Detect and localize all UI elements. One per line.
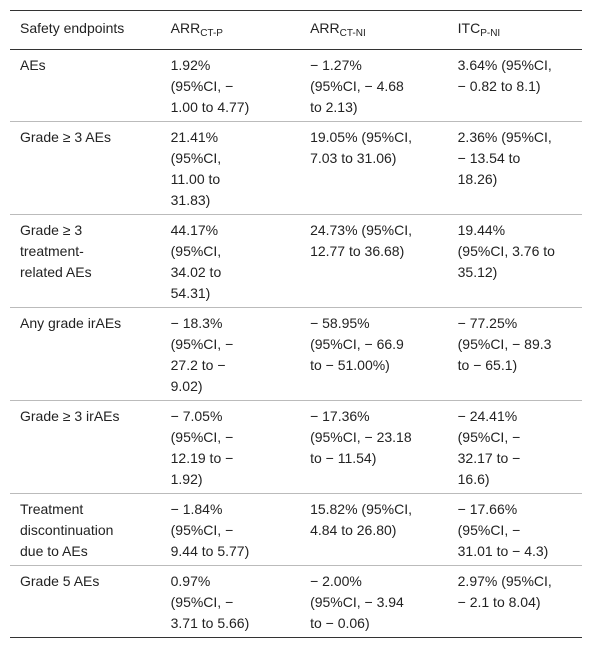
header-cell: ITCP-NI <box>447 10 582 50</box>
cell-text: − 17.36% (95%CI, − 23.18 to − 11.54) <box>310 408 412 466</box>
header-subscript: CT-NI <box>339 28 366 39</box>
row-label: AEs <box>10 50 161 122</box>
cell-text: − 18.3% (95%CI, − 27.2 to − 9.02) <box>170 315 234 394</box>
cell-text: 19.05% (95%CI, 7.03 to 31.06) <box>310 129 413 166</box>
cell-text: − 1.84% (95%CI, − 9.44 to 5.77) <box>170 501 250 559</box>
table-row: Grade 5 AEs 0.97% (95%CI, − 3.71 to 5.66)… <box>10 566 582 638</box>
cell-text: 0.97% (95%CI, − 3.71 to 5.66) <box>170 573 250 631</box>
header-cell: ARRCT-NI <box>300 10 448 50</box>
cell-text: − 1.27% (95%CI, − 4.68 to 2.13) <box>310 57 404 115</box>
cell-text: AEs <box>20 57 46 73</box>
table-row: Grade ≥ 3 treatment-related AEs 44.17% (9… <box>10 215 582 308</box>
table-cell: − 77.25% (95%CI, − 89.3 to − 65.1) <box>448 308 582 401</box>
table-row: Any grade irAEs − 18.3% (95%CI, − 27.2 to… <box>10 308 582 401</box>
header-subscript: CT-P <box>200 28 223 39</box>
table-body: AEs 1.92% (95%CI, − 1.00 to 4.77) − 1.27% … <box>10 50 582 638</box>
cell-text: − 58.95% (95%CI, − 66.9 to − 51.00%) <box>310 315 404 373</box>
table-cell: − 24.41% (95%CI, − 32.17 to − 16.6) <box>448 401 582 494</box>
table-row: Treatment discontinuation due to AEs − 1.… <box>10 494 582 566</box>
table-row: AEs 1.92% (95%CI, − 1.00 to 4.77) − 1.27% … <box>10 50 582 122</box>
table-cell: 24.73% (95%CI, 12.77 to 36.68) <box>300 215 448 308</box>
table-cell: − 1.27% (95%CI, − 4.68 to 2.13) <box>300 50 448 122</box>
cell-text: Any grade irAEs <box>20 315 122 331</box>
header-subscript: P-NI <box>480 28 501 39</box>
cell-text: 3.64% (95%CI, − 0.82 to 8.1) <box>457 57 552 94</box>
row-label: Any grade irAEs <box>10 308 161 401</box>
table-cell: − 58.95% (95%CI, − 66.9 to − 51.00%) <box>300 308 448 401</box>
table-cell: − 17.66% (95%CI, − 31.01 to − 4.3) <box>448 494 582 566</box>
cell-text: 21.41% (95%CI, 11.00 to 31.83) <box>170 129 222 208</box>
row-label: Grade ≥ 3 irAEs <box>10 401 161 494</box>
cell-text: − 2.00% (95%CI, − 3.94 to − 0.06) <box>310 573 404 631</box>
cell-text: 24.73% (95%CI, 12.77 to 36.68) <box>310 222 413 259</box>
table-cell: − 17.36% (95%CI, − 23.18 to − 11.54) <box>300 401 448 494</box>
table-cell: − 7.05% (95%CI, − 12.19 to − 1.92) <box>161 401 300 494</box>
header-cell: ARRCT-P <box>160 10 301 50</box>
table-cell: 2.36% (95%CI, − 13.54 to 18.26) <box>448 122 582 215</box>
table-header: Safety endpoints ARRCT-P ARRCT-NI ITCP-NI <box>10 10 582 50</box>
header-row: Safety endpoints ARRCT-P ARRCT-NI ITCP-NI <box>10 10 582 50</box>
table-cell: 19.05% (95%CI, 7.03 to 31.06) <box>300 122 448 215</box>
header-text: ARR <box>170 20 201 36</box>
header-text: ITC <box>457 20 481 36</box>
table-cell: − 1.84% (95%CI, − 9.44 to 5.77) <box>161 494 300 566</box>
cell-text: 19.44% (95%CI, 3.76 to 35.12) <box>457 222 555 280</box>
cell-text: Grade ≥ 3 treatment-related AEs <box>20 222 92 280</box>
table-cell: 15.82% (95%CI, 4.84 to 26.80) <box>300 494 448 566</box>
cell-text: 2.97% (95%CI, − 2.1 to 8.04) <box>457 573 552 610</box>
cell-text: 15.82% (95%CI, 4.84 to 26.80) <box>310 501 413 538</box>
table-cell: 2.97% (95%CI, − 2.1 to 8.04) <box>448 566 582 638</box>
cell-text: 44.17% (95%CI, 34.02 to 54.31) <box>170 222 222 301</box>
row-label: Grade ≥ 3 treatment-related AEs <box>10 215 161 308</box>
table-cell: 44.17% (95%CI, 34.02 to 54.31) <box>161 215 300 308</box>
cell-text: − 24.41% (95%CI, − 32.17 to − 16.6) <box>457 408 521 487</box>
table-row: Grade ≥ 3 irAEs − 7.05% (95%CI, − 12.19 t… <box>10 401 582 494</box>
table-cell: − 18.3% (95%CI, − 27.2 to − 9.02) <box>161 308 300 401</box>
safety-table: Safety endpoints ARRCT-P ARRCT-NI ITCP-NI A… <box>10 10 582 638</box>
table-cell: 19.44% (95%CI, 3.76 to 35.12) <box>448 215 582 308</box>
cell-text: Grade ≥ 3 irAEs <box>20 408 120 424</box>
row-label: Grade ≥ 3 AEs <box>10 122 161 215</box>
cell-text: − 17.66% (95%CI, − 31.01 to − 4.3) <box>457 501 549 559</box>
cell-text: − 7.05% (95%CI, − 12.19 to − 1.92) <box>170 408 234 487</box>
row-label: Treatment discontinuation due to AEs <box>10 494 161 566</box>
table-cell: 0.97% (95%CI, − 3.71 to 5.66) <box>161 566 300 638</box>
cell-text: Grade ≥ 3 AEs <box>20 129 111 145</box>
cell-text: 2.36% (95%CI, − 13.54 to 18.26) <box>457 129 552 187</box>
cell-text: − 77.25% (95%CI, − 89.3 to − 65.1) <box>457 315 552 373</box>
table-cell: 1.92% (95%CI, − 1.00 to 4.77) <box>161 50 300 122</box>
header-text: ARR <box>310 20 340 36</box>
table-cell: 3.64% (95%CI, − 0.82 to 8.1) <box>448 50 582 122</box>
row-label: Grade 5 AEs <box>10 566 161 638</box>
cell-text: Grade 5 AEs <box>20 573 100 589</box>
table-cell: − 2.00% (95%CI, − 3.94 to − 0.06) <box>300 566 448 638</box>
cell-text: 1.92% (95%CI, − 1.00 to 4.77) <box>170 57 250 115</box>
table-row: Grade ≥ 3 AEs 21.41% (95%CI, 11.00 to 31.… <box>10 122 582 215</box>
header-text: Safety endpoints <box>20 20 125 36</box>
table-cell: 21.41% (95%CI, 11.00 to 31.83) <box>161 122 300 215</box>
header-cell: Safety endpoints <box>10 10 161 50</box>
cell-text: Treatment discontinuation due to AEs <box>20 501 114 559</box>
